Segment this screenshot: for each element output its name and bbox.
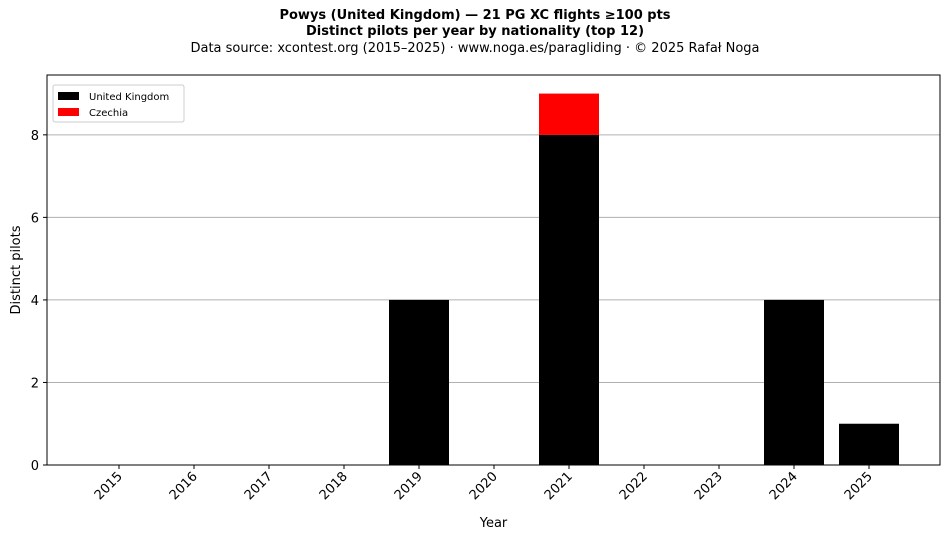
x-tick-label: 2021 <box>542 469 576 503</box>
y-tick-label: 6 <box>31 211 39 226</box>
bar-united-kingdom-2025 <box>839 423 899 465</box>
x-axis-label: Year <box>479 516 508 531</box>
y-tick-label: 2 <box>31 376 39 391</box>
y-axis-label: Distinct pilots <box>9 225 24 314</box>
x-tick-label: 2015 <box>92 469 126 503</box>
bar-czechia-2021 <box>539 93 599 135</box>
x-tick-label: 2024 <box>767 469 801 503</box>
chart-title: Powys (United Kingdom) — 21 PG XC flight… <box>279 8 671 23</box>
x-tick-label: 2018 <box>317 469 351 503</box>
x-axis: 2015 2016 2017 2018 2019 2020 2021 2022 2023 2024… <box>92 465 876 503</box>
legend: United Kingdom Czechia <box>52 84 185 123</box>
x-tick-label: 2020 <box>467 469 501 503</box>
chart-subtitle: Distinct pilots per year by nationality … <box>305 24 645 39</box>
x-tick-label: 2016 <box>167 469 201 503</box>
chart-titles: Powys (United Kingdom) — 21 PG XC flight… <box>0 8 950 58</box>
x-tick-label: 2019 <box>392 469 426 503</box>
y-tick-label: 0 <box>31 459 39 474</box>
bar-united-kingdom-2021 <box>539 134 599 466</box>
x-tick-label: 2017 <box>242 469 276 503</box>
y-axis: 0 2 4 6 8 <box>31 129 47 474</box>
x-tick-label: 2023 <box>692 469 726 503</box>
x-tick-label: 2022 <box>617 469 651 503</box>
bar-united-kingdom-2019 <box>389 299 449 465</box>
legend-label: Czechia <box>89 108 128 119</box>
x-tick-label: 2025 <box>842 469 876 503</box>
legend-box <box>52 84 185 123</box>
legend-swatch <box>58 108 79 116</box>
legend-label: United Kingdom <box>89 92 169 103</box>
chart-source: Data source: xcontest.org (2015–2025) · … <box>190 41 760 56</box>
bars <box>389 93 899 466</box>
legend-swatch <box>58 92 79 100</box>
y-tick-label: 4 <box>31 294 39 309</box>
bar-united-kingdom-2024 <box>764 299 824 465</box>
y-tick-label: 8 <box>31 129 39 144</box>
